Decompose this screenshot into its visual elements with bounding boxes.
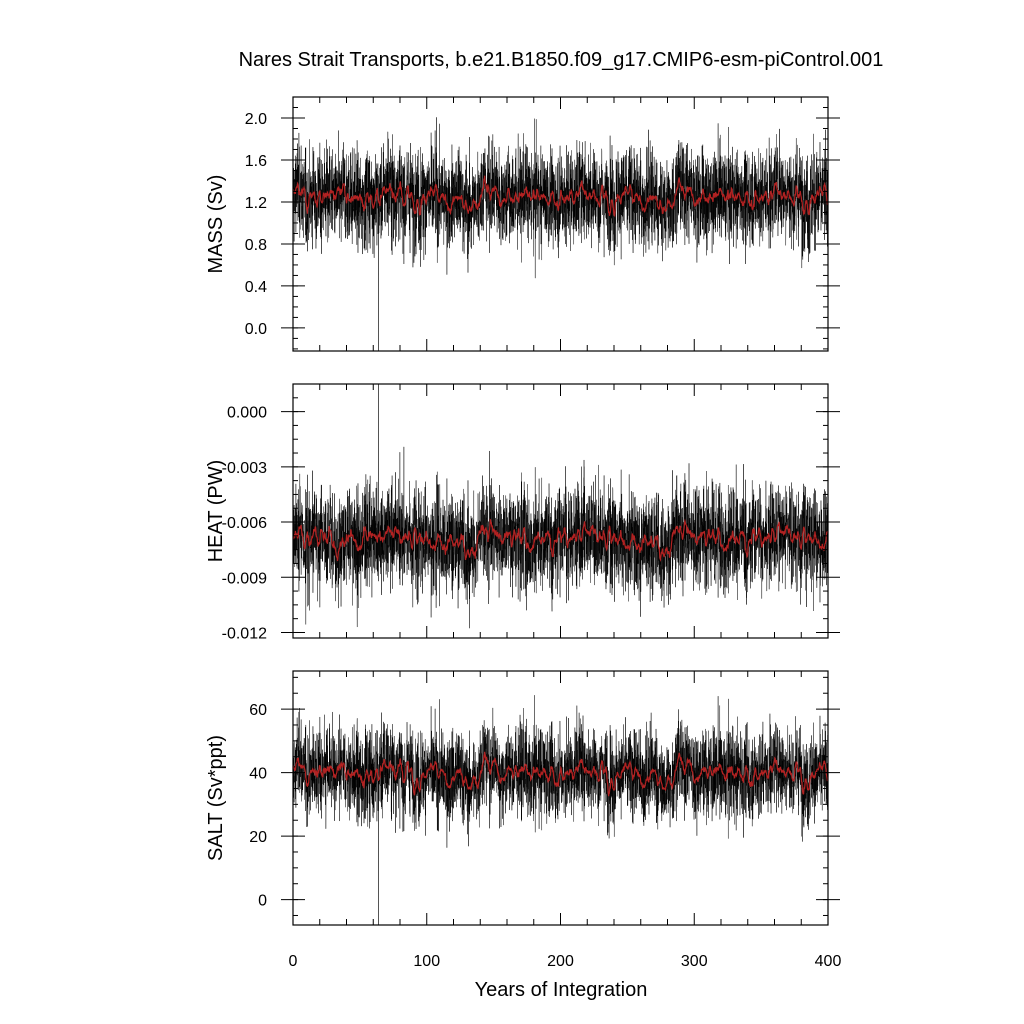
raw-series-line bbox=[292, 383, 829, 629]
y-tick-label: -0.003 bbox=[222, 460, 267, 477]
raw-series-line bbox=[292, 117, 829, 352]
y-axis-label: MASS (Sv) bbox=[205, 175, 227, 274]
x-tick-label: 400 bbox=[815, 953, 842, 970]
panel-2: 0.000 -0.003 -0.006 -0.009 -0.012 HEAT (PW) bbox=[205, 383, 840, 642]
y-tick-label: 0.8 bbox=[245, 237, 267, 254]
smoothed-series-line bbox=[292, 175, 829, 218]
x-tick-label: 0 bbox=[289, 953, 298, 970]
x-tick-label: 100 bbox=[413, 953, 440, 970]
y-tick-label: -0.006 bbox=[222, 515, 267, 532]
y-axis-label: HEAT (PW) bbox=[205, 460, 227, 563]
x-tick-label: 200 bbox=[547, 953, 574, 970]
smoothed-series-line bbox=[292, 751, 828, 797]
y-tick-label: 2.0 bbox=[245, 111, 267, 128]
y-tick-label: 0 bbox=[258, 893, 267, 910]
raw-series-line bbox=[292, 695, 829, 926]
panels: 2.0 1.6 1.2 0.8 0.4 0.0 MASS (Sv) 0.000 -0.003 -0… bbox=[205, 96, 842, 970]
y-tick-label: 0.4 bbox=[245, 279, 267, 296]
y-tick-label: 60 bbox=[249, 702, 267, 719]
y-tick-label: -0.009 bbox=[222, 570, 267, 587]
chart-title: Nares Strait Transports, b.e21.B1850.f09… bbox=[239, 49, 884, 71]
y-tick-label: -0.012 bbox=[222, 625, 267, 642]
y-tick-label: 1.6 bbox=[245, 153, 267, 170]
y-tick-label: 40 bbox=[249, 766, 267, 783]
x-axis-label: Years of Integration bbox=[475, 979, 648, 1001]
y-tick-label: 20 bbox=[249, 829, 267, 846]
y-axis-label: SALT (Sv*ppt) bbox=[205, 735, 227, 861]
panel-1: 2.0 1.6 1.2 0.8 0.4 0.0 MASS (Sv) bbox=[205, 96, 840, 352]
smoothed-series-line bbox=[292, 518, 829, 563]
y-tick-label: 1.2 bbox=[245, 195, 267, 212]
panel-3: 60 40 20 0 SALT (Sv*ppt) bbox=[205, 670, 840, 926]
y-tick-label: 0.000 bbox=[227, 405, 267, 422]
y-tick-label: 0.0 bbox=[245, 321, 267, 338]
x-tick-label: 300 bbox=[681, 953, 708, 970]
